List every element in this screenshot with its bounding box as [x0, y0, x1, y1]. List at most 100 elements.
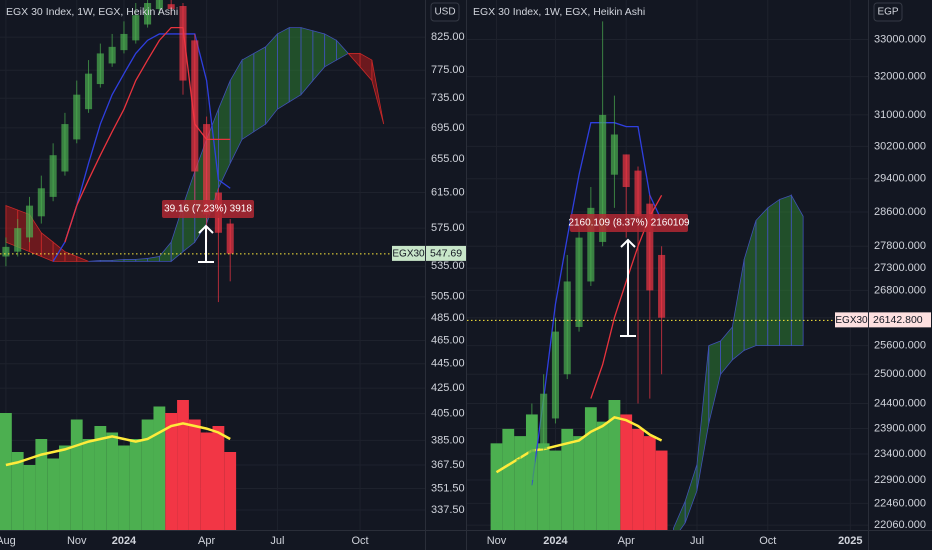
y-tick-label: 445.00 — [431, 358, 465, 370]
y-tick-label: 535.00 — [431, 260, 465, 272]
volume-bar — [573, 436, 585, 530]
volume-bar — [224, 452, 237, 530]
symbol-badge — [835, 312, 868, 328]
candle-body — [155, 0, 163, 10]
measure-head — [620, 238, 636, 248]
volume-bar — [502, 428, 515, 530]
volume-bar — [11, 452, 24, 530]
x-tick-label: 2024 — [543, 535, 568, 547]
cloud-segment — [76, 255, 89, 262]
candle-body — [203, 124, 211, 215]
candle-body — [551, 331, 559, 419]
indicator-line — [52, 33, 231, 262]
measure-label: 39.16 (7.23%) 3918 — [164, 204, 252, 215]
y-tick-label: 505.00 — [431, 291, 465, 303]
candle-body — [85, 73, 93, 110]
volume-bar — [490, 443, 503, 530]
cloud-segment — [288, 27, 302, 103]
y-tick-label: 28600.000 — [874, 206, 926, 218]
x-tick-label: Nov — [67, 535, 87, 547]
x-tick-label: Jul — [270, 535, 284, 547]
y-tick-label: 22060.000 — [874, 519, 926, 531]
y-tick-label: 33000.000 — [874, 33, 926, 45]
candle-body — [167, 4, 175, 10]
volume-bar — [59, 445, 71, 530]
y-tick-label: 25600.000 — [874, 340, 926, 352]
candle-body — [634, 170, 642, 217]
cloud-segment — [779, 194, 792, 347]
currency-label: EGP — [877, 7, 898, 18]
x-tick-label: Jul — [690, 535, 704, 547]
currency-box — [873, 2, 903, 22]
plot — [0, 0, 425, 530]
price-badge — [869, 312, 931, 328]
candle-body — [622, 154, 630, 188]
y-tick-label: 775.00 — [431, 64, 465, 76]
volume-bar — [35, 439, 48, 530]
cloud-segment — [336, 39, 349, 61]
symbol-label: EGX30 — [835, 315, 868, 326]
candle-body — [563, 281, 571, 375]
y-tick-label: 575.00 — [431, 222, 465, 234]
currency-label: USD — [434, 7, 455, 18]
y-tick-label: 337.50 — [431, 504, 465, 516]
y-tick-label: 655.00 — [431, 153, 465, 165]
volume-bar — [188, 419, 201, 530]
y-tick-label: 351.50 — [431, 482, 465, 494]
candle-body — [25, 205, 34, 238]
y-tick-label: 30200.000 — [874, 140, 926, 152]
y-tick-label: 825.00 — [431, 31, 465, 43]
candle-body — [575, 237, 583, 327]
y-tick-label: 27800.000 — [874, 240, 926, 252]
y-tick-label: 22460.000 — [874, 497, 926, 509]
plot — [467, 0, 868, 530]
measure-label: 2160.109 (8.37%) 2160109 — [568, 218, 690, 229]
symbol-label: EGX30 — [392, 249, 425, 260]
volume-bar — [0, 413, 12, 530]
volume-bar — [153, 406, 166, 530]
y-tick-label: 615.00 — [431, 186, 465, 198]
y-tick-label: 22900.000 — [874, 474, 926, 486]
y-tick-label: 385.00 — [431, 434, 465, 446]
cloud-segment — [767, 198, 780, 347]
candle-body — [179, 6, 187, 81]
candle-body — [516, 459, 524, 513]
candle-body — [226, 223, 234, 254]
x-tick-label: Apr — [618, 535, 635, 547]
candle-body — [144, 2, 152, 25]
volume-bar — [655, 450, 668, 530]
volume-bar — [596, 421, 609, 530]
measure-box — [570, 214, 688, 232]
y-tick-label: 367.50 — [431, 459, 465, 471]
chart-title: EGX 30 Index, 1W, EGX, Heikin Ashi — [473, 6, 645, 18]
y-tick-label: 465.00 — [431, 334, 465, 346]
cloud-segment — [277, 26, 290, 110]
cloud-segment — [790, 193, 804, 347]
y-tick-label: 29400.000 — [874, 173, 926, 185]
x-tick-label: 2024 — [112, 535, 137, 547]
volume-bar — [165, 413, 178, 530]
measure-head — [198, 224, 214, 234]
candle-body — [37, 188, 45, 217]
volume-ma-line — [495, 415, 663, 474]
candle-body — [599, 114, 607, 242]
candle-body — [492, 522, 501, 529]
cloud-segment — [371, 60, 385, 125]
volume-bar — [608, 400, 621, 530]
candle-body — [49, 155, 57, 197]
indicator-line — [64, 26, 231, 243]
candle-body — [646, 203, 654, 291]
volume-bar — [94, 426, 107, 530]
x-tick-label: Oct — [759, 535, 776, 547]
y-tick-label: 425.00 — [431, 382, 465, 394]
volume-bar — [537, 443, 550, 530]
candle-body — [120, 33, 128, 51]
currency-box — [430, 2, 460, 22]
candle-body — [504, 501, 512, 526]
cloud-segment — [123, 259, 137, 262]
price-badge — [426, 245, 466, 261]
volume-bar — [70, 419, 83, 530]
volume-bar — [212, 426, 225, 530]
volume-bar — [82, 439, 95, 530]
price-label: 26142.800 — [873, 314, 923, 326]
